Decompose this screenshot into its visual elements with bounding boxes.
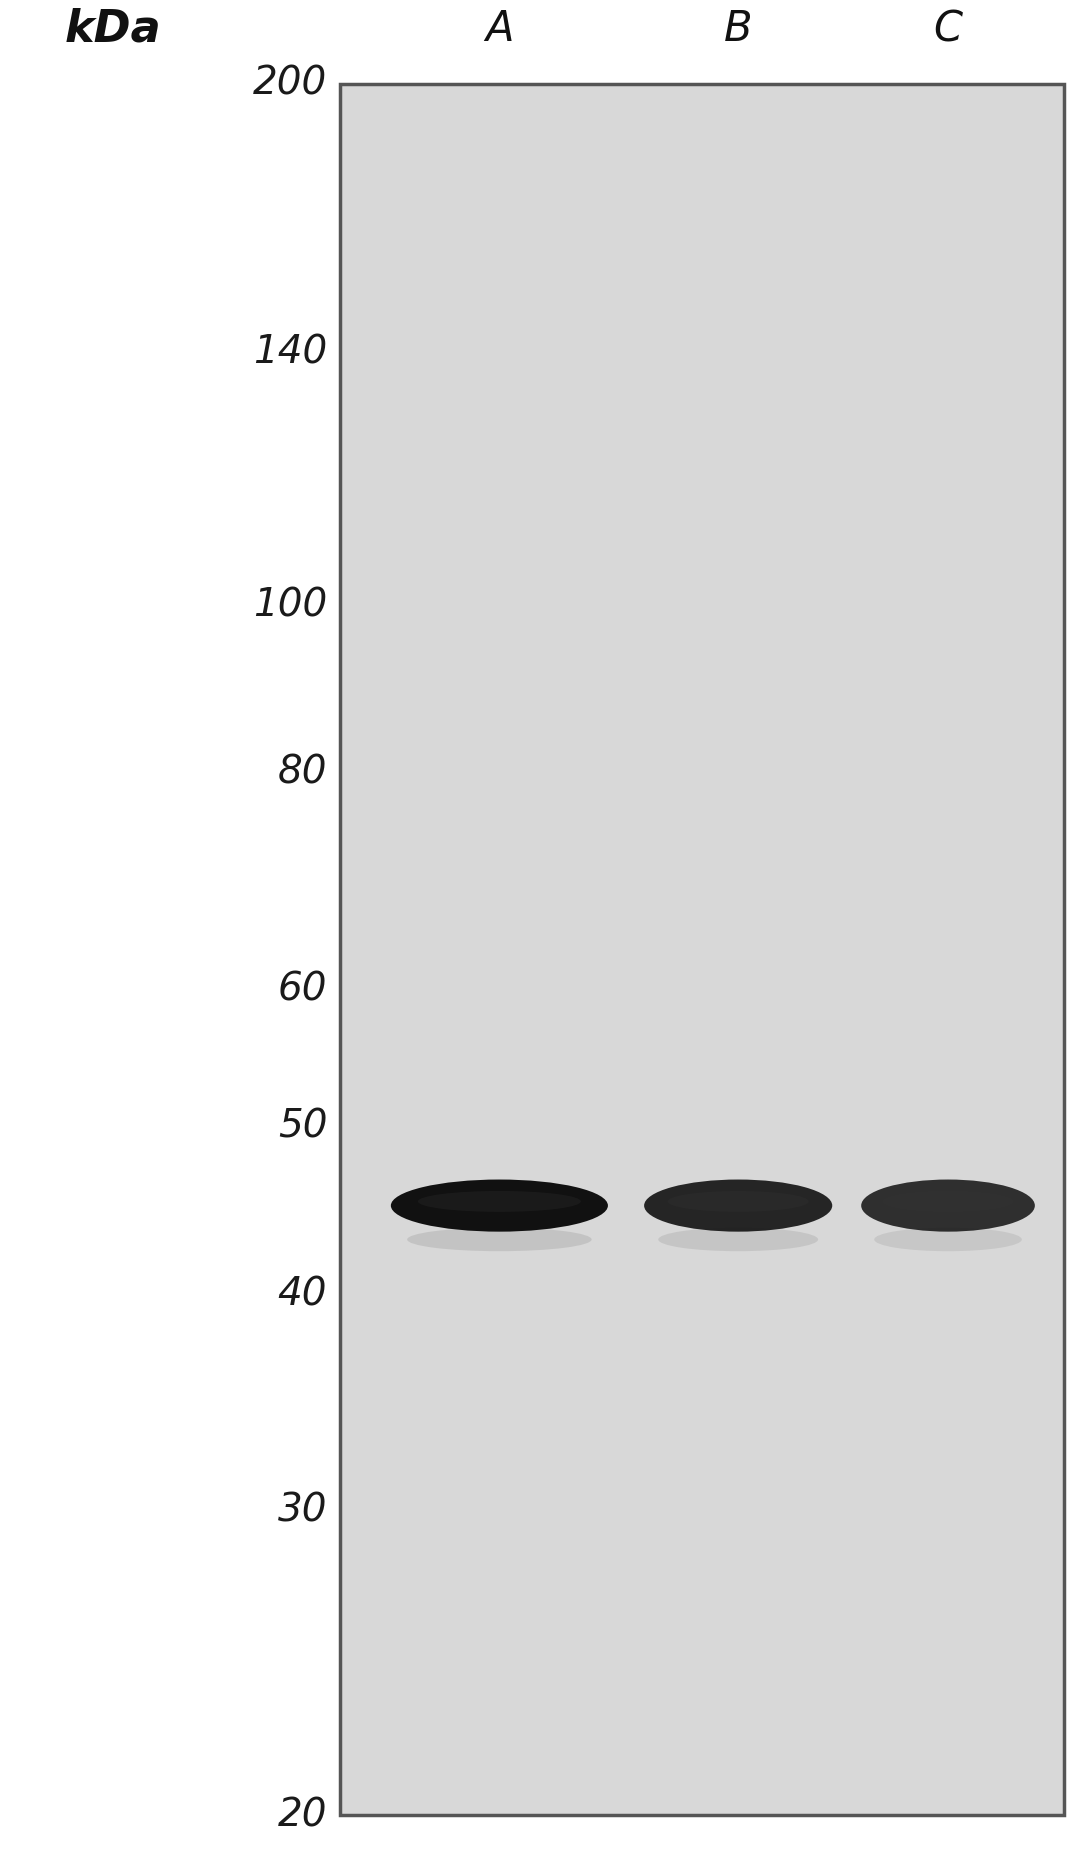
Bar xyxy=(340,84,1064,1815)
Text: C: C xyxy=(933,7,962,50)
Text: kDa: kDa xyxy=(65,7,161,50)
Ellipse shape xyxy=(658,1227,819,1251)
Text: 20: 20 xyxy=(278,1797,327,1834)
Ellipse shape xyxy=(861,1179,1035,1231)
Text: 200: 200 xyxy=(253,65,327,102)
Ellipse shape xyxy=(882,1192,1013,1212)
Text: 50: 50 xyxy=(278,1108,327,1145)
Text: 80: 80 xyxy=(278,754,327,791)
Ellipse shape xyxy=(391,1179,608,1231)
Text: 140: 140 xyxy=(253,333,327,371)
Text: 30: 30 xyxy=(278,1491,327,1529)
Ellipse shape xyxy=(874,1227,1022,1251)
Ellipse shape xyxy=(644,1179,833,1231)
Text: B: B xyxy=(724,7,753,50)
Text: 60: 60 xyxy=(278,970,327,1007)
Ellipse shape xyxy=(407,1227,592,1251)
Ellipse shape xyxy=(667,1192,809,1212)
Ellipse shape xyxy=(418,1192,581,1212)
Text: A: A xyxy=(485,7,514,50)
Text: 100: 100 xyxy=(253,587,327,624)
Text: 40: 40 xyxy=(278,1275,327,1313)
